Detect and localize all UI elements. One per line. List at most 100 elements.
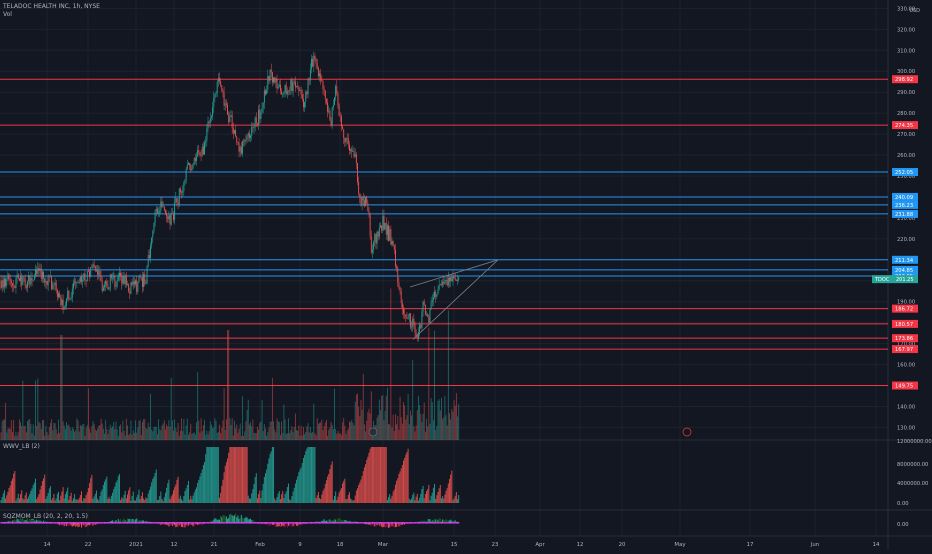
candle-body bbox=[21, 275, 22, 284]
candle-body bbox=[290, 79, 291, 90]
wwv-bar bbox=[397, 478, 398, 503]
sqz-dot bbox=[327, 522, 328, 524]
volume-bar bbox=[228, 330, 229, 440]
volume-bar bbox=[109, 429, 110, 440]
volume-bar bbox=[420, 414, 421, 440]
candle-body bbox=[158, 213, 159, 214]
wwv-bar bbox=[48, 493, 49, 503]
wwv-bar bbox=[79, 498, 80, 503]
sqz-dot bbox=[21, 522, 22, 524]
sqz-dot bbox=[255, 522, 256, 524]
volume-bar bbox=[125, 435, 126, 440]
candle-body bbox=[33, 280, 34, 281]
wwv-bar bbox=[37, 497, 38, 503]
currency-label: USD bbox=[909, 8, 920, 14]
candle-body bbox=[131, 282, 132, 293]
wwv-bar bbox=[137, 495, 138, 503]
candle-body bbox=[74, 281, 75, 282]
sqz-dot bbox=[455, 522, 456, 524]
volume-bar bbox=[148, 423, 149, 440]
volume-bar bbox=[381, 396, 382, 440]
volume-bar bbox=[4, 420, 5, 440]
sqz-dot bbox=[311, 522, 312, 524]
volume-bar bbox=[216, 421, 217, 440]
sqz-dot bbox=[351, 522, 352, 524]
candle-body bbox=[226, 104, 227, 105]
wwv-bar bbox=[303, 458, 304, 503]
volume-bar bbox=[229, 418, 230, 440]
candle-body bbox=[66, 299, 67, 305]
volume-bar bbox=[386, 396, 387, 440]
wwv-bar bbox=[6, 495, 7, 503]
wwv-bar bbox=[71, 493, 72, 503]
sqz-dot bbox=[325, 522, 326, 524]
x-tick-label: 14 bbox=[873, 542, 880, 548]
sqz-dot bbox=[72, 522, 73, 524]
wwv-bar bbox=[372, 447, 373, 503]
volume-bar bbox=[128, 435, 129, 440]
last-price-symbol: TDOC bbox=[874, 277, 890, 283]
candle-body bbox=[296, 86, 297, 87]
volume-bar bbox=[71, 431, 72, 440]
candle-body bbox=[78, 282, 79, 283]
wwv-bar bbox=[337, 497, 338, 503]
sqz-dot bbox=[5, 522, 6, 524]
wwv-bar bbox=[82, 501, 83, 503]
candle-body bbox=[162, 201, 163, 207]
sqz-dot bbox=[332, 522, 333, 524]
candle-body bbox=[341, 116, 342, 126]
wwv-tick-label: 8000000.00 bbox=[897, 462, 928, 468]
volume-bar bbox=[9, 428, 10, 440]
candle-body bbox=[313, 56, 314, 67]
volume-bar bbox=[286, 434, 287, 440]
wwv-bar bbox=[231, 447, 232, 503]
sqz-dot bbox=[380, 522, 381, 524]
wwv-bar bbox=[262, 490, 263, 503]
candle-body bbox=[49, 276, 50, 277]
candle-body bbox=[144, 274, 145, 284]
wwv-bar bbox=[9, 488, 10, 503]
wwv-bar bbox=[186, 488, 187, 503]
candle-body bbox=[436, 294, 437, 296]
volume-bar bbox=[42, 420, 43, 440]
candle-body bbox=[75, 281, 76, 283]
volume-bar bbox=[78, 420, 79, 440]
last-price-value: 201.25 bbox=[896, 277, 914, 283]
wwv-bar bbox=[147, 498, 148, 503]
volume-bar bbox=[152, 431, 153, 440]
sqz-dot bbox=[79, 522, 80, 524]
y-tick-label: 310.00 bbox=[897, 48, 915, 54]
volume-bar bbox=[119, 426, 120, 440]
candle-body bbox=[30, 278, 31, 284]
sqz-dot bbox=[301, 522, 302, 524]
candle-body bbox=[249, 133, 250, 138]
sqz-dot bbox=[24, 522, 25, 524]
sqz-dot bbox=[262, 522, 263, 524]
wwv-bar bbox=[419, 498, 420, 503]
wwv-bar bbox=[406, 452, 407, 503]
volume-bar bbox=[183, 419, 184, 440]
volume-bar bbox=[281, 421, 282, 440]
candle-body bbox=[435, 292, 436, 297]
volume-bar bbox=[174, 419, 175, 440]
volume-bar bbox=[29, 419, 30, 440]
sqz-dot bbox=[228, 522, 229, 524]
candle-body bbox=[269, 76, 270, 81]
sqz-dot bbox=[194, 522, 195, 524]
volume-bar bbox=[227, 330, 228, 440]
wwv-bar bbox=[325, 484, 326, 503]
volume-bar bbox=[21, 426, 22, 440]
sqz-dot bbox=[424, 522, 425, 524]
sqz-bar bbox=[178, 523, 179, 527]
sqz-dot bbox=[406, 522, 407, 524]
wwv-bar bbox=[203, 465, 204, 503]
candle-body bbox=[346, 138, 347, 142]
wwv-bar bbox=[34, 483, 35, 503]
candle-body bbox=[171, 214, 172, 224]
candle-body bbox=[227, 105, 228, 115]
volume-bar bbox=[427, 426, 428, 440]
candle-body bbox=[148, 255, 149, 266]
sqz-dot bbox=[386, 522, 387, 524]
wwv-bar bbox=[440, 485, 441, 503]
